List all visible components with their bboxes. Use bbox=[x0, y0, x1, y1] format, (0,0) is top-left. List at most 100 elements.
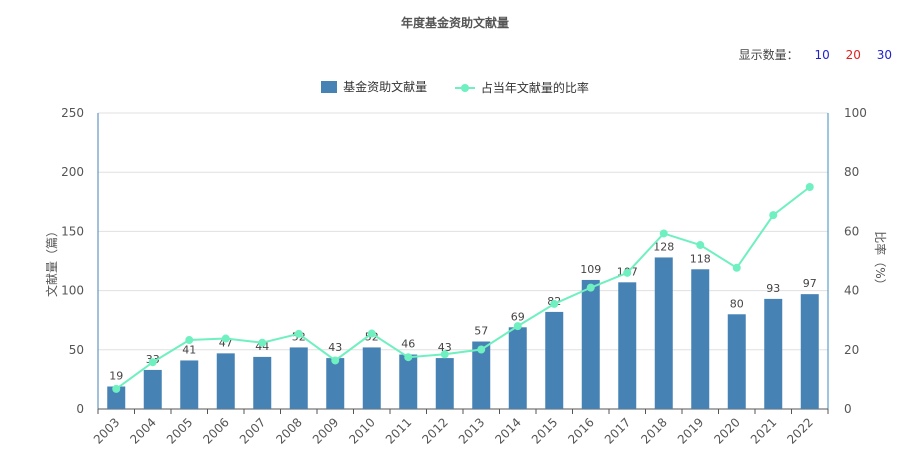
bar bbox=[581, 279, 600, 409]
x-tick-label: 2013 bbox=[456, 415, 487, 446]
y-tick-label-right: 0 bbox=[844, 402, 852, 416]
chart-legend: 基金资助文献量 占当年文献量的比率 bbox=[0, 78, 910, 96]
x-tick-label: 2015 bbox=[529, 415, 560, 446]
bar-value-label: 43 bbox=[328, 341, 342, 354]
x-tick-label: 2005 bbox=[164, 415, 195, 446]
bar bbox=[800, 294, 819, 409]
x-tick-label: 2018 bbox=[638, 415, 669, 446]
legend-line-swatch bbox=[454, 83, 475, 93]
bar-value-label: 46 bbox=[401, 338, 415, 351]
ratio-point bbox=[294, 329, 303, 338]
ratio-point bbox=[440, 350, 449, 359]
ratio-point bbox=[659, 229, 668, 238]
ratio-point bbox=[404, 353, 413, 362]
bar bbox=[289, 347, 308, 409]
bar-value-label: 57 bbox=[474, 325, 488, 338]
bar bbox=[618, 282, 637, 409]
x-tick-label: 2021 bbox=[748, 415, 779, 446]
bar-value-label: 19 bbox=[109, 370, 123, 383]
bar bbox=[472, 341, 491, 409]
y-tick-label-left: 250 bbox=[61, 106, 84, 120]
x-tick-label: 2022 bbox=[784, 415, 815, 446]
x-tick-label: 2019 bbox=[675, 415, 706, 446]
display-count-label: 显示数量： bbox=[738, 48, 799, 62]
bar-value-label: 97 bbox=[803, 277, 817, 290]
y-tick-label-left: 100 bbox=[61, 284, 84, 298]
y-tick-label-right: 100 bbox=[844, 106, 867, 120]
ratio-point bbox=[732, 263, 741, 272]
display-count-option-20[interactable]: 20 bbox=[845, 48, 861, 62]
legend-item-line[interactable]: 占当年文献量的比率 bbox=[454, 79, 589, 96]
x-tick-label: 2006 bbox=[200, 415, 231, 446]
ratio-point bbox=[769, 211, 778, 220]
ratio-point bbox=[367, 329, 376, 338]
bar bbox=[727, 314, 746, 409]
bar-value-label: 109 bbox=[580, 263, 601, 276]
x-tick-label: 2011 bbox=[383, 415, 414, 446]
bar bbox=[143, 369, 162, 409]
ratio-point bbox=[513, 322, 522, 331]
bar bbox=[508, 327, 527, 409]
bar bbox=[764, 298, 783, 409]
y-axis-title-right: 比率（%） bbox=[873, 231, 888, 290]
x-tick-label: 2016 bbox=[565, 415, 596, 446]
ratio-point bbox=[623, 268, 632, 277]
x-tick-label: 2020 bbox=[711, 415, 742, 446]
x-tick-label: 2003 bbox=[91, 415, 122, 446]
bar bbox=[362, 347, 381, 409]
y-axis-title-left: 文献量（篇） bbox=[44, 225, 59, 297]
x-tick-label: 2008 bbox=[273, 415, 304, 446]
x-tick-label: 2014 bbox=[492, 415, 523, 446]
chart-title: 年度基金资助文献量 bbox=[400, 16, 509, 30]
ratio-point bbox=[148, 358, 157, 367]
bar-value-label: 69 bbox=[511, 310, 525, 323]
bar-value-label: 41 bbox=[182, 343, 196, 356]
y-tick-label-right: 40 bbox=[844, 284, 859, 298]
x-tick-label: 2010 bbox=[346, 415, 377, 446]
y-tick-label-left: 0 bbox=[76, 402, 84, 416]
bar-value-label: 93 bbox=[766, 282, 780, 295]
ratio-point bbox=[805, 183, 814, 191]
y-tick-label-left: 150 bbox=[61, 224, 84, 238]
ratio-point bbox=[185, 336, 194, 345]
bar bbox=[180, 360, 199, 409]
ratio-point bbox=[221, 334, 230, 343]
bar-value-label: 43 bbox=[438, 341, 452, 354]
y-tick-label-right: 80 bbox=[844, 165, 859, 179]
x-tick-label: 2009 bbox=[310, 415, 341, 446]
bar bbox=[326, 358, 345, 409]
ratio-point bbox=[112, 384, 121, 393]
legend-item-bar[interactable]: 基金资助文献量 bbox=[321, 78, 427, 95]
bar bbox=[107, 386, 126, 409]
display-count-option-30[interactable]: 30 bbox=[876, 48, 892, 62]
bar bbox=[691, 269, 710, 409]
bar bbox=[253, 356, 272, 409]
bar-value-label: 80 bbox=[730, 297, 744, 310]
bar-value-label: 128 bbox=[653, 240, 674, 253]
bar bbox=[216, 353, 235, 409]
legend-bar-label: 基金资助文献量 bbox=[343, 80, 428, 94]
x-tick-label: 2017 bbox=[602, 415, 633, 446]
ratio-point bbox=[331, 356, 340, 365]
legend-line-label: 占当年文献量的比率 bbox=[480, 81, 589, 95]
ratio-point bbox=[477, 345, 486, 354]
y-tick-label-right: 60 bbox=[844, 224, 859, 238]
x-tick-label: 2012 bbox=[419, 415, 450, 446]
ratio-line bbox=[115, 186, 811, 390]
y-tick-label-left: 50 bbox=[69, 343, 84, 357]
y-tick-label-left: 200 bbox=[61, 165, 84, 179]
display-count-option-10[interactable]: 10 bbox=[814, 48, 830, 62]
ratio-point bbox=[586, 283, 595, 292]
bar-value-label: 118 bbox=[690, 252, 711, 265]
x-tick-label: 2004 bbox=[127, 415, 158, 446]
legend-bar-swatch bbox=[321, 80, 338, 93]
bar bbox=[654, 257, 673, 409]
display-count-selector: 显示数量： 10 20 30 bbox=[739, 46, 892, 63]
x-tick-label: 2007 bbox=[237, 415, 268, 446]
ratio-point bbox=[696, 241, 705, 250]
bar bbox=[545, 311, 564, 409]
y-tick-label-right: 20 bbox=[844, 343, 859, 357]
ratio-point bbox=[258, 338, 267, 347]
ratio-point bbox=[550, 299, 559, 308]
